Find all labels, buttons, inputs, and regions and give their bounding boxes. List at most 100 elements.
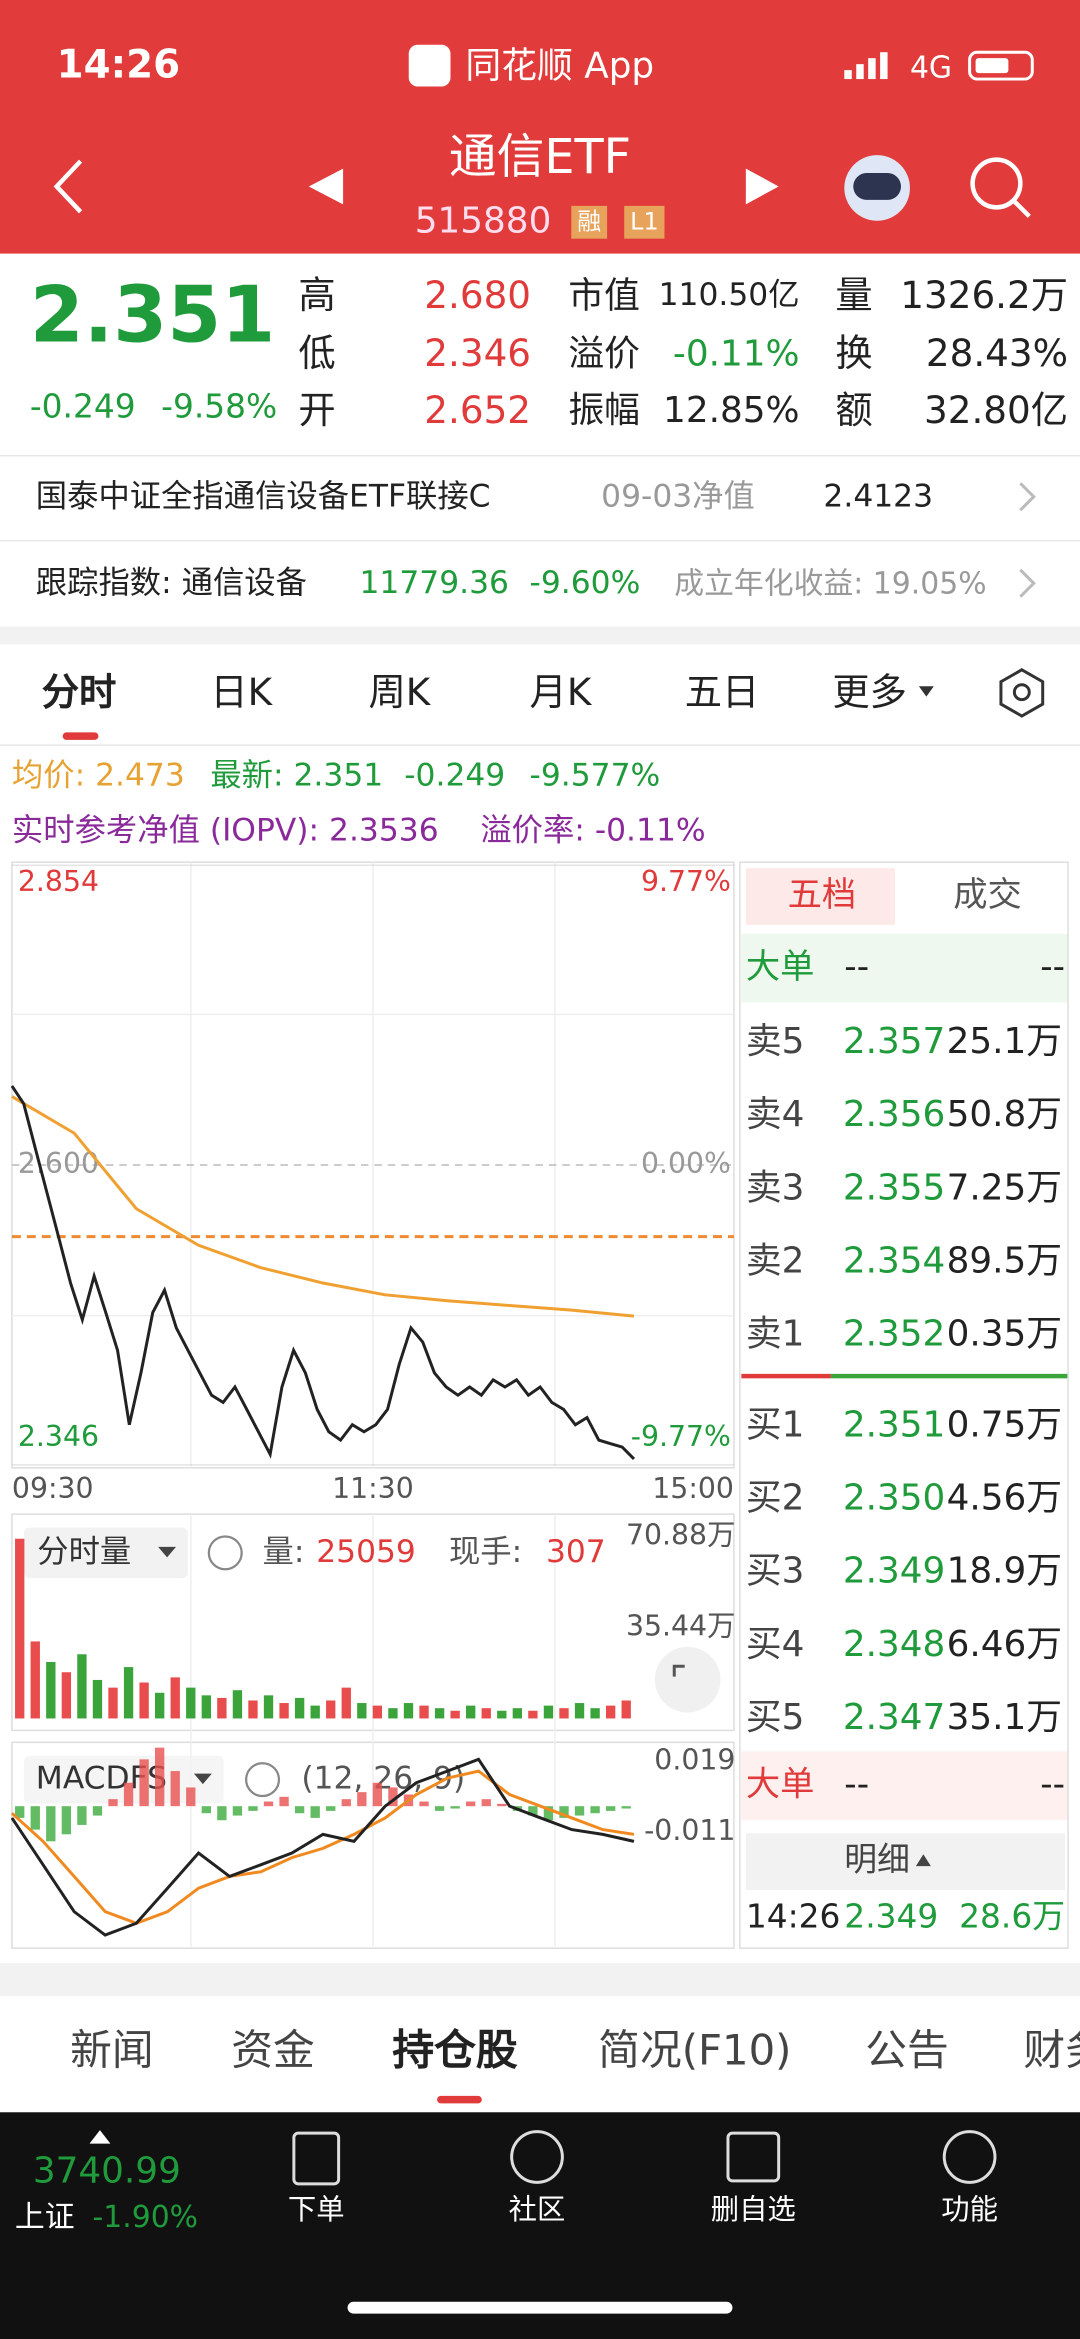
macd-bar [46, 1806, 56, 1842]
market-index: 3740.99 [32, 2149, 181, 2192]
chart-tab[interactable]: 月K [529, 670, 592, 714]
bottom-tab[interactable]: 新闻 [70, 2025, 154, 2075]
macd-bar [512, 1806, 523, 1811]
bottom-tab[interactable]: 持仓股 [392, 2025, 518, 2075]
book-volume: 50.8万 [946, 1093, 1063, 1136]
bottom-tab[interactable]: 简况(F10) [598, 2025, 792, 2075]
volume-bar [450, 1710, 460, 1719]
settings-dot [1012, 683, 1031, 702]
settings[interactable] [999, 668, 1045, 718]
divider [0, 540, 1080, 542]
volume-bar [388, 1708, 398, 1719]
chart-tab[interactable]: 分时 [41, 670, 117, 714]
volume-panel [11, 1513, 735, 1732]
last-price: 2.351 [29, 271, 276, 361]
macd-bar [559, 1806, 569, 1818]
trade-volume: 28.6万 [959, 1898, 1066, 1937]
volume-bar [621, 1700, 631, 1719]
macd-tick: 0.019 [654, 1744, 735, 1777]
bottom-tab[interactable]: 财务 [1023, 2025, 1080, 2075]
volume-bar [590, 1708, 600, 1719]
chart-tab[interactable]: 五日 [684, 670, 760, 714]
footer-button[interactable]: 社区 [508, 2193, 566, 2227]
fullscreen[interactable] [654, 1646, 721, 1713]
volume-bar [77, 1654, 87, 1719]
chart-tab[interactable]: 日K [210, 670, 273, 714]
macd-bar [30, 1806, 40, 1830]
price-tick: 2.600 [18, 1147, 99, 1180]
stat-label: 低 [298, 331, 336, 376]
macd-bar [341, 1799, 351, 1807]
book-price: 2.354 [842, 1239, 946, 1282]
book-tab[interactable]: 五档 [787, 876, 857, 916]
macd-panel [11, 1741, 735, 1949]
volume-bar [294, 1697, 305, 1719]
tab-underline [437, 2095, 482, 2104]
macd-bar [388, 1787, 398, 1807]
stat-value: 32.80亿 [923, 388, 1069, 432]
premium: 溢价率: -0.11% [480, 812, 706, 849]
big-dash: -- [844, 1765, 870, 1805]
fund-name[interactable]: 国泰中证全指通信设备ETF联接C [35, 478, 491, 514]
stat-value: 28.43% [925, 331, 1069, 376]
dropdown [158, 1546, 177, 1558]
chart-tab[interactable]: 周K [368, 670, 431, 714]
book-volume: 0.75万 [946, 1403, 1063, 1446]
volume-selector[interactable]: 分时量 [37, 1534, 131, 1570]
detail[interactable]: 明细 [844, 1842, 910, 1880]
book-price: 2.355 [842, 1166, 946, 1209]
volume-tick: 35.44万 [626, 1609, 735, 1642]
trade-time: 14:26 [745, 1898, 841, 1937]
dif-line [10, 1757, 635, 1937]
tag: L1 [624, 205, 665, 239]
market-pct: -1.90% [92, 2198, 199, 2235]
latest: 最新: 2.351 [210, 757, 384, 793]
book-label: 买4 [745, 1622, 805, 1665]
price-tick: 2.854 [18, 865, 99, 898]
help[interactable] [207, 1535, 243, 1571]
nav-label: 09-03净值 [601, 478, 755, 514]
volume-value: 25059 [316, 1534, 416, 1570]
macd-bar [279, 1796, 289, 1807]
time-tick: 11:30 [332, 1472, 414, 1505]
volume-bar [263, 1695, 274, 1719]
bottom-tab[interactable]: 资金 [231, 2025, 315, 2075]
big-dash: -- [1040, 1765, 1066, 1805]
volume-bar [123, 1667, 134, 1719]
book-price: 2.349 [842, 1549, 946, 1592]
macd-selector[interactable]: MACDFS [36, 1761, 167, 1797]
footer-button[interactable]: 删自选 [710, 2193, 796, 2227]
separator [0, 626, 1080, 645]
chart-tab[interactable]: 更多 [832, 670, 907, 714]
stat-label: 量 [835, 273, 873, 317]
volume-bar [108, 1687, 118, 1719]
help[interactable] [245, 1762, 281, 1798]
macd-bar [263, 1801, 274, 1807]
selector-bg[interactable] [23, 1527, 188, 1579]
stat-label: 溢价 [568, 332, 640, 375]
latest-pct: -9.577% [529, 757, 661, 793]
divider [0, 744, 1080, 746]
book-volume: 4.56万 [946, 1476, 1063, 1519]
chevron [1019, 568, 1036, 598]
book-tab[interactable]: 成交 [953, 876, 1022, 916]
selector-bg[interactable] [23, 1755, 224, 1804]
footer-button[interactable]: 下单 [287, 2193, 345, 2227]
macd-bar [326, 1806, 336, 1811]
volume-label: 量: [263, 1534, 305, 1570]
macd-bar [403, 1794, 414, 1807]
macd-bar [186, 1787, 196, 1807]
macd-bar [232, 1806, 243, 1816]
bottom-tab[interactable]: 公告 [865, 2025, 949, 2075]
book-price: 2.356 [842, 1093, 946, 1136]
macd-bar [15, 1806, 25, 1818]
stat-value: 2.652 [424, 388, 532, 432]
volume-bar [357, 1703, 367, 1719]
macd-bar [248, 1806, 258, 1811]
iopv: 实时参考净值 (IOPV): 2.3536 [11, 812, 439, 849]
time-tick: 15:00 [652, 1472, 734, 1505]
big-label: 大单 [745, 947, 815, 987]
volume-bar [92, 1679, 103, 1719]
footer-button[interactable]: 功能 [941, 2193, 998, 2227]
network: 4G [909, 49, 953, 86]
